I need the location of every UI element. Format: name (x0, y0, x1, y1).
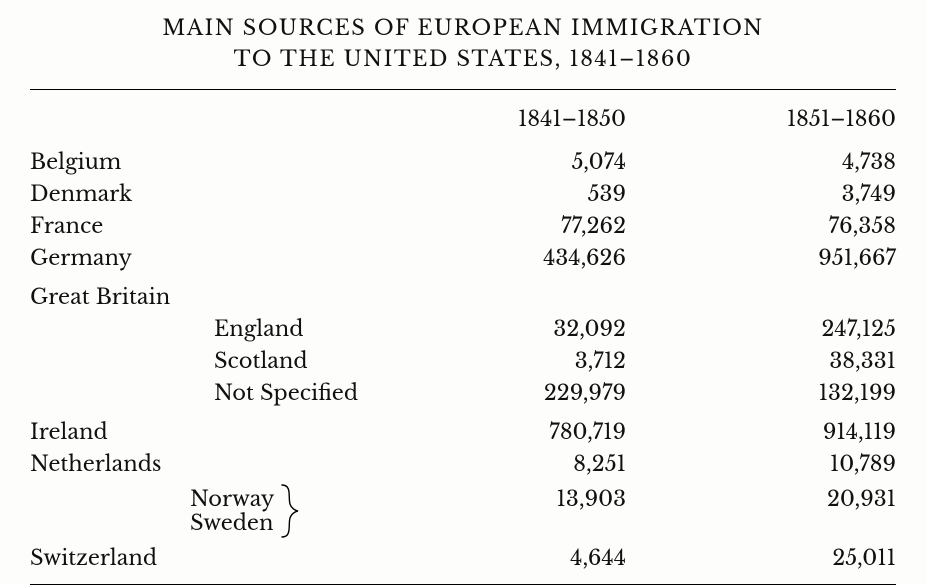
table-row: Great Britain (30, 274, 896, 313)
row-label: France (30, 210, 416, 242)
brace-group: Norway Sweden (30, 483, 416, 539)
table-header-col2: 1851–1860 (626, 96, 896, 146)
row-c1: 5,074 (416, 146, 626, 178)
row-c2: 4,738 (626, 146, 896, 178)
top-rule (30, 89, 896, 90)
row-group-header: Great Britain (30, 274, 416, 313)
row-c1: 32,092 (416, 313, 626, 345)
title-line-1: MAIN SOURCES OF EUROPEAN IMMIGRATION (30, 14, 896, 43)
page: MAIN SOURCES OF EUROPEAN IMMIGRATION TO … (0, 0, 926, 585)
table-header-col1: 1841–1850 (416, 96, 626, 146)
row-c2: 76,358 (626, 210, 896, 242)
brace-col1: 13,903 (416, 480, 626, 542)
table-row: Belgium5,0744,738 (30, 146, 896, 178)
row-c2: 10,789 (626, 448, 896, 480)
row-c1: 3,712 (416, 345, 626, 377)
brace-label-0: Norway (190, 487, 274, 511)
row-label: Germany (30, 242, 416, 274)
row-c1: 229,979 (416, 377, 626, 409)
table-row: Ireland780,719914,119 (30, 409, 896, 448)
row-label: Scotland (30, 345, 416, 377)
row-c1: 8,251 (416, 448, 626, 480)
row-c1: 539 (416, 178, 626, 210)
row-label: Belgium (30, 146, 416, 178)
row-c1: 77,262 (416, 210, 626, 242)
row-c2: 247,125 (626, 313, 896, 345)
row-c2: 3,749 (626, 178, 896, 210)
row-c2-switzerland: 25,011 (626, 542, 896, 574)
row-c2: 38,331 (626, 345, 896, 377)
brace-col2: 20,931 (626, 480, 896, 542)
row-label: Ireland (30, 409, 416, 448)
immigration-table: 1841–1850 1851–1860 Belgium5,0744,738Den… (30, 96, 896, 574)
table-row: Not Specified229,979132,199 (30, 377, 896, 409)
table-row: Germany434,626951,667 (30, 242, 896, 274)
norway-sweden-row: Norway Sweden 13,903 20,931 (30, 480, 896, 542)
row-label: Denmark (30, 178, 416, 210)
curly-brace-icon (280, 483, 300, 539)
brace-label-1: Sweden (190, 511, 274, 535)
row-c2: 914,119 (626, 409, 896, 448)
table-row: Switzerland 4,644 25,011 (30, 542, 896, 574)
table-row: France77,26276,358 (30, 210, 896, 242)
table-row: Denmark5393,749 (30, 178, 896, 210)
row-c2: 132,199 (626, 377, 896, 409)
row-label: Not Specified (30, 377, 416, 409)
row-c1: 434,626 (416, 242, 626, 274)
row-c1: 780,719 (416, 409, 626, 448)
table-row: Scotland3,71238,331 (30, 345, 896, 377)
table-header-blank (30, 96, 416, 146)
row-label-switzerland: Switzerland (30, 542, 416, 574)
row-label: Netherlands (30, 448, 416, 480)
row-label: England (30, 313, 416, 345)
table-row: England32,092247,125 (30, 313, 896, 345)
title-line-2: TO THE UNITED STATES, 1841–1860 (30, 45, 896, 74)
table-header-row: 1841–1850 1851–1860 (30, 96, 896, 146)
row-c2 (626, 274, 896, 313)
table-title: MAIN SOURCES OF EUROPEAN IMMIGRATION TO … (30, 14, 896, 75)
row-c1-switzerland: 4,644 (416, 542, 626, 574)
row-c2: 951,667 (626, 242, 896, 274)
row-c1 (416, 274, 626, 313)
table-row: Netherlands8,25110,789 (30, 448, 896, 480)
